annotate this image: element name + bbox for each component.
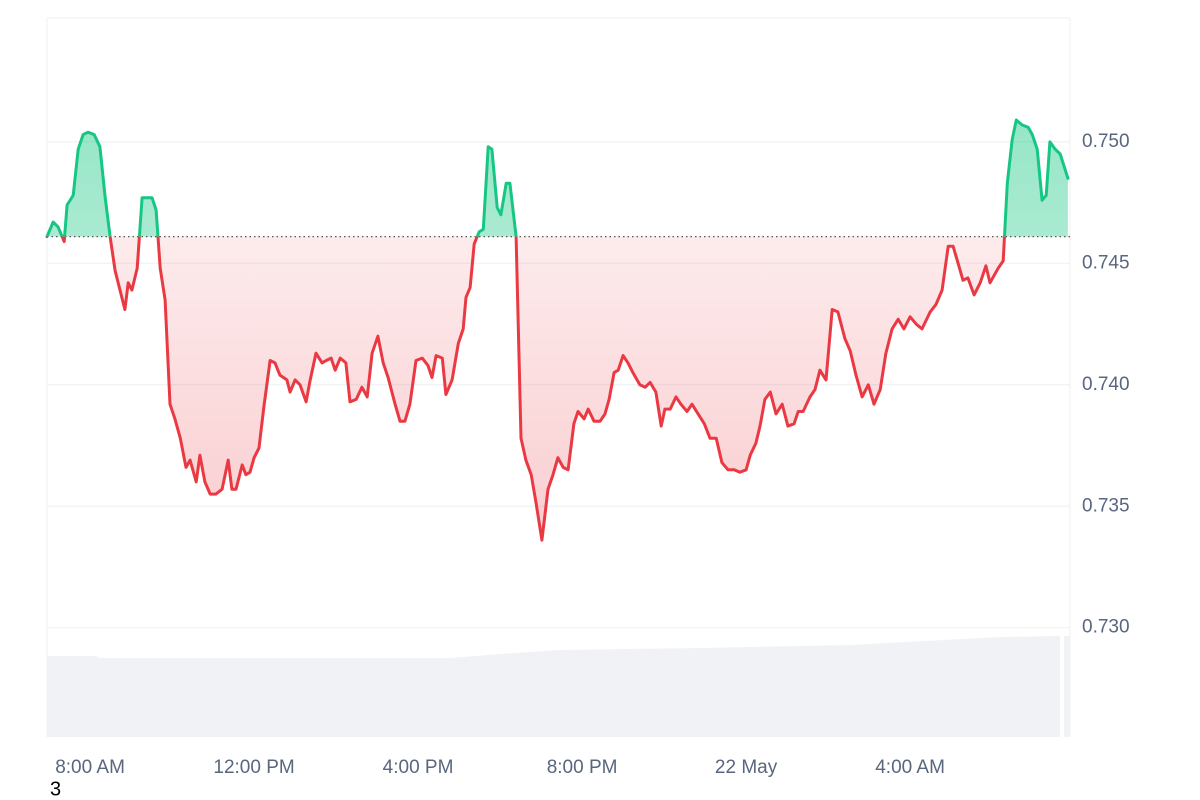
y-tick-label: 0.750 xyxy=(1082,131,1130,152)
x-tick-label: 12:00 PM xyxy=(213,757,294,778)
y-tick-label: 0.745 xyxy=(1082,252,1130,273)
line-layer xyxy=(45,118,1070,542)
x-tick-label: 4:00 PM xyxy=(383,757,454,778)
x-tick-label: 22 May xyxy=(715,757,778,778)
area-up xyxy=(47,120,1068,237)
x-tick-label: 8:00 AM xyxy=(55,757,125,778)
volume-area xyxy=(47,636,1070,737)
area-down xyxy=(47,236,1068,541)
x-tick-label: 8:00 PM xyxy=(547,757,618,778)
area-layer xyxy=(47,120,1070,541)
y-tick-label: 0.730 xyxy=(1082,617,1130,638)
x-tick-label: 4:00 AM xyxy=(875,757,945,778)
label-layer: 0.730 0.735 0.740 0.745 0.750 8:00 AM 12:00 PM… xyxy=(55,131,1129,778)
annotation: 3 xyxy=(50,778,61,800)
price-line-down xyxy=(45,236,1006,542)
y-tick-label: 0.740 xyxy=(1082,374,1130,395)
y-tick-label: 0.735 xyxy=(1082,495,1130,516)
